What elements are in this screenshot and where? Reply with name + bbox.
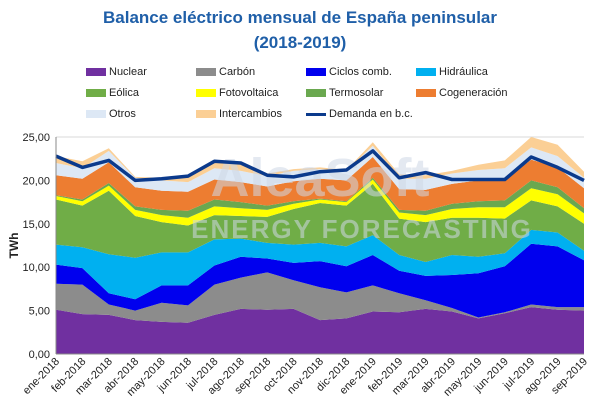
legend-item-intercambios: Intercambios: [196, 107, 282, 121]
legend-item-hidraulica: Hidráulica: [416, 65, 488, 79]
legend-label: Hidráulica: [439, 66, 488, 78]
legend-item-cogeneracion: Cogeneración: [416, 86, 508, 100]
area-intercambios: [56, 137, 584, 183]
area-cogeneracion: [56, 157, 584, 211]
legend-item-fotovoltaica: Fotovoltaica: [196, 86, 278, 100]
y-tick-label: 15,00: [22, 219, 50, 231]
legend-swatch: [86, 68, 106, 77]
legend-item-carbon: Carbón: [196, 65, 255, 79]
legend-swatch: [196, 68, 216, 77]
chart-subtitle: (2018-2019): [253, 33, 347, 52]
watermark-logo: AleaSoft: [210, 148, 429, 208]
legend-item-eolica: Eólica: [86, 86, 139, 100]
legend-label: Demanda en b.c.: [329, 108, 413, 120]
legend-label: Cogeneración: [439, 87, 508, 99]
legend-swatch: [306, 89, 326, 98]
y-tick-label: 0,00: [29, 349, 50, 361]
line-demanda: [55, 149, 585, 183]
legend-label: Eólica: [109, 87, 139, 99]
legend-label: Ciclos comb.: [329, 66, 392, 78]
legend-label: Intercambios: [219, 108, 282, 120]
area-termosolar: [56, 177, 584, 218]
legend-swatch: [416, 68, 436, 77]
watermark-tagline: ENERGY FORECASTING: [191, 214, 533, 244]
y-axis-label: TWh: [7, 233, 21, 259]
chart-legend: Nuclear Carbón Ciclos comb. Hidráulica Eólic…: [86, 65, 586, 125]
y-tick-label: 20,00: [22, 175, 50, 187]
legend-item-nuclear: Nuclear: [86, 65, 147, 79]
legend-swatch: [86, 89, 106, 98]
y-tick-label: 5,00: [29, 306, 50, 318]
area-carbon: [56, 272, 584, 323]
legend-label: Carbón: [219, 66, 256, 78]
chart-title: Balance eléctrico mensual de España peni…: [103, 8, 497, 27]
legend-swatch: [416, 89, 436, 98]
area-hidraulica: [56, 229, 584, 300]
legend-label: Nuclear: [109, 66, 147, 78]
legend-label: Fotovoltaica: [219, 87, 279, 99]
legend-swatch: [306, 112, 326, 116]
area-ciclos-comb: [56, 243, 584, 318]
legend-item-ciclos-comb: Ciclos comb.: [306, 65, 392, 79]
area-eolica: [56, 183, 584, 262]
area-nuclear: [56, 307, 584, 354]
y-tick-label: 25,00: [22, 132, 50, 144]
legend-swatch: [86, 110, 106, 119]
legend-swatch: [306, 68, 326, 77]
legend-item-otros: Otros: [86, 107, 136, 121]
legend-swatch: [196, 89, 216, 98]
y-tick-label: 10,00: [22, 262, 50, 274]
legend-label: Termosolar: [329, 87, 384, 99]
legend-item-demanda-en-b-c: Demanda en b.c.: [306, 107, 413, 121]
legend-swatch: [196, 110, 216, 119]
legend-item-termosolar: Termosolar: [306, 86, 383, 100]
area-fotovoltaica: [56, 179, 584, 226]
legend-label: Otros: [109, 108, 136, 120]
